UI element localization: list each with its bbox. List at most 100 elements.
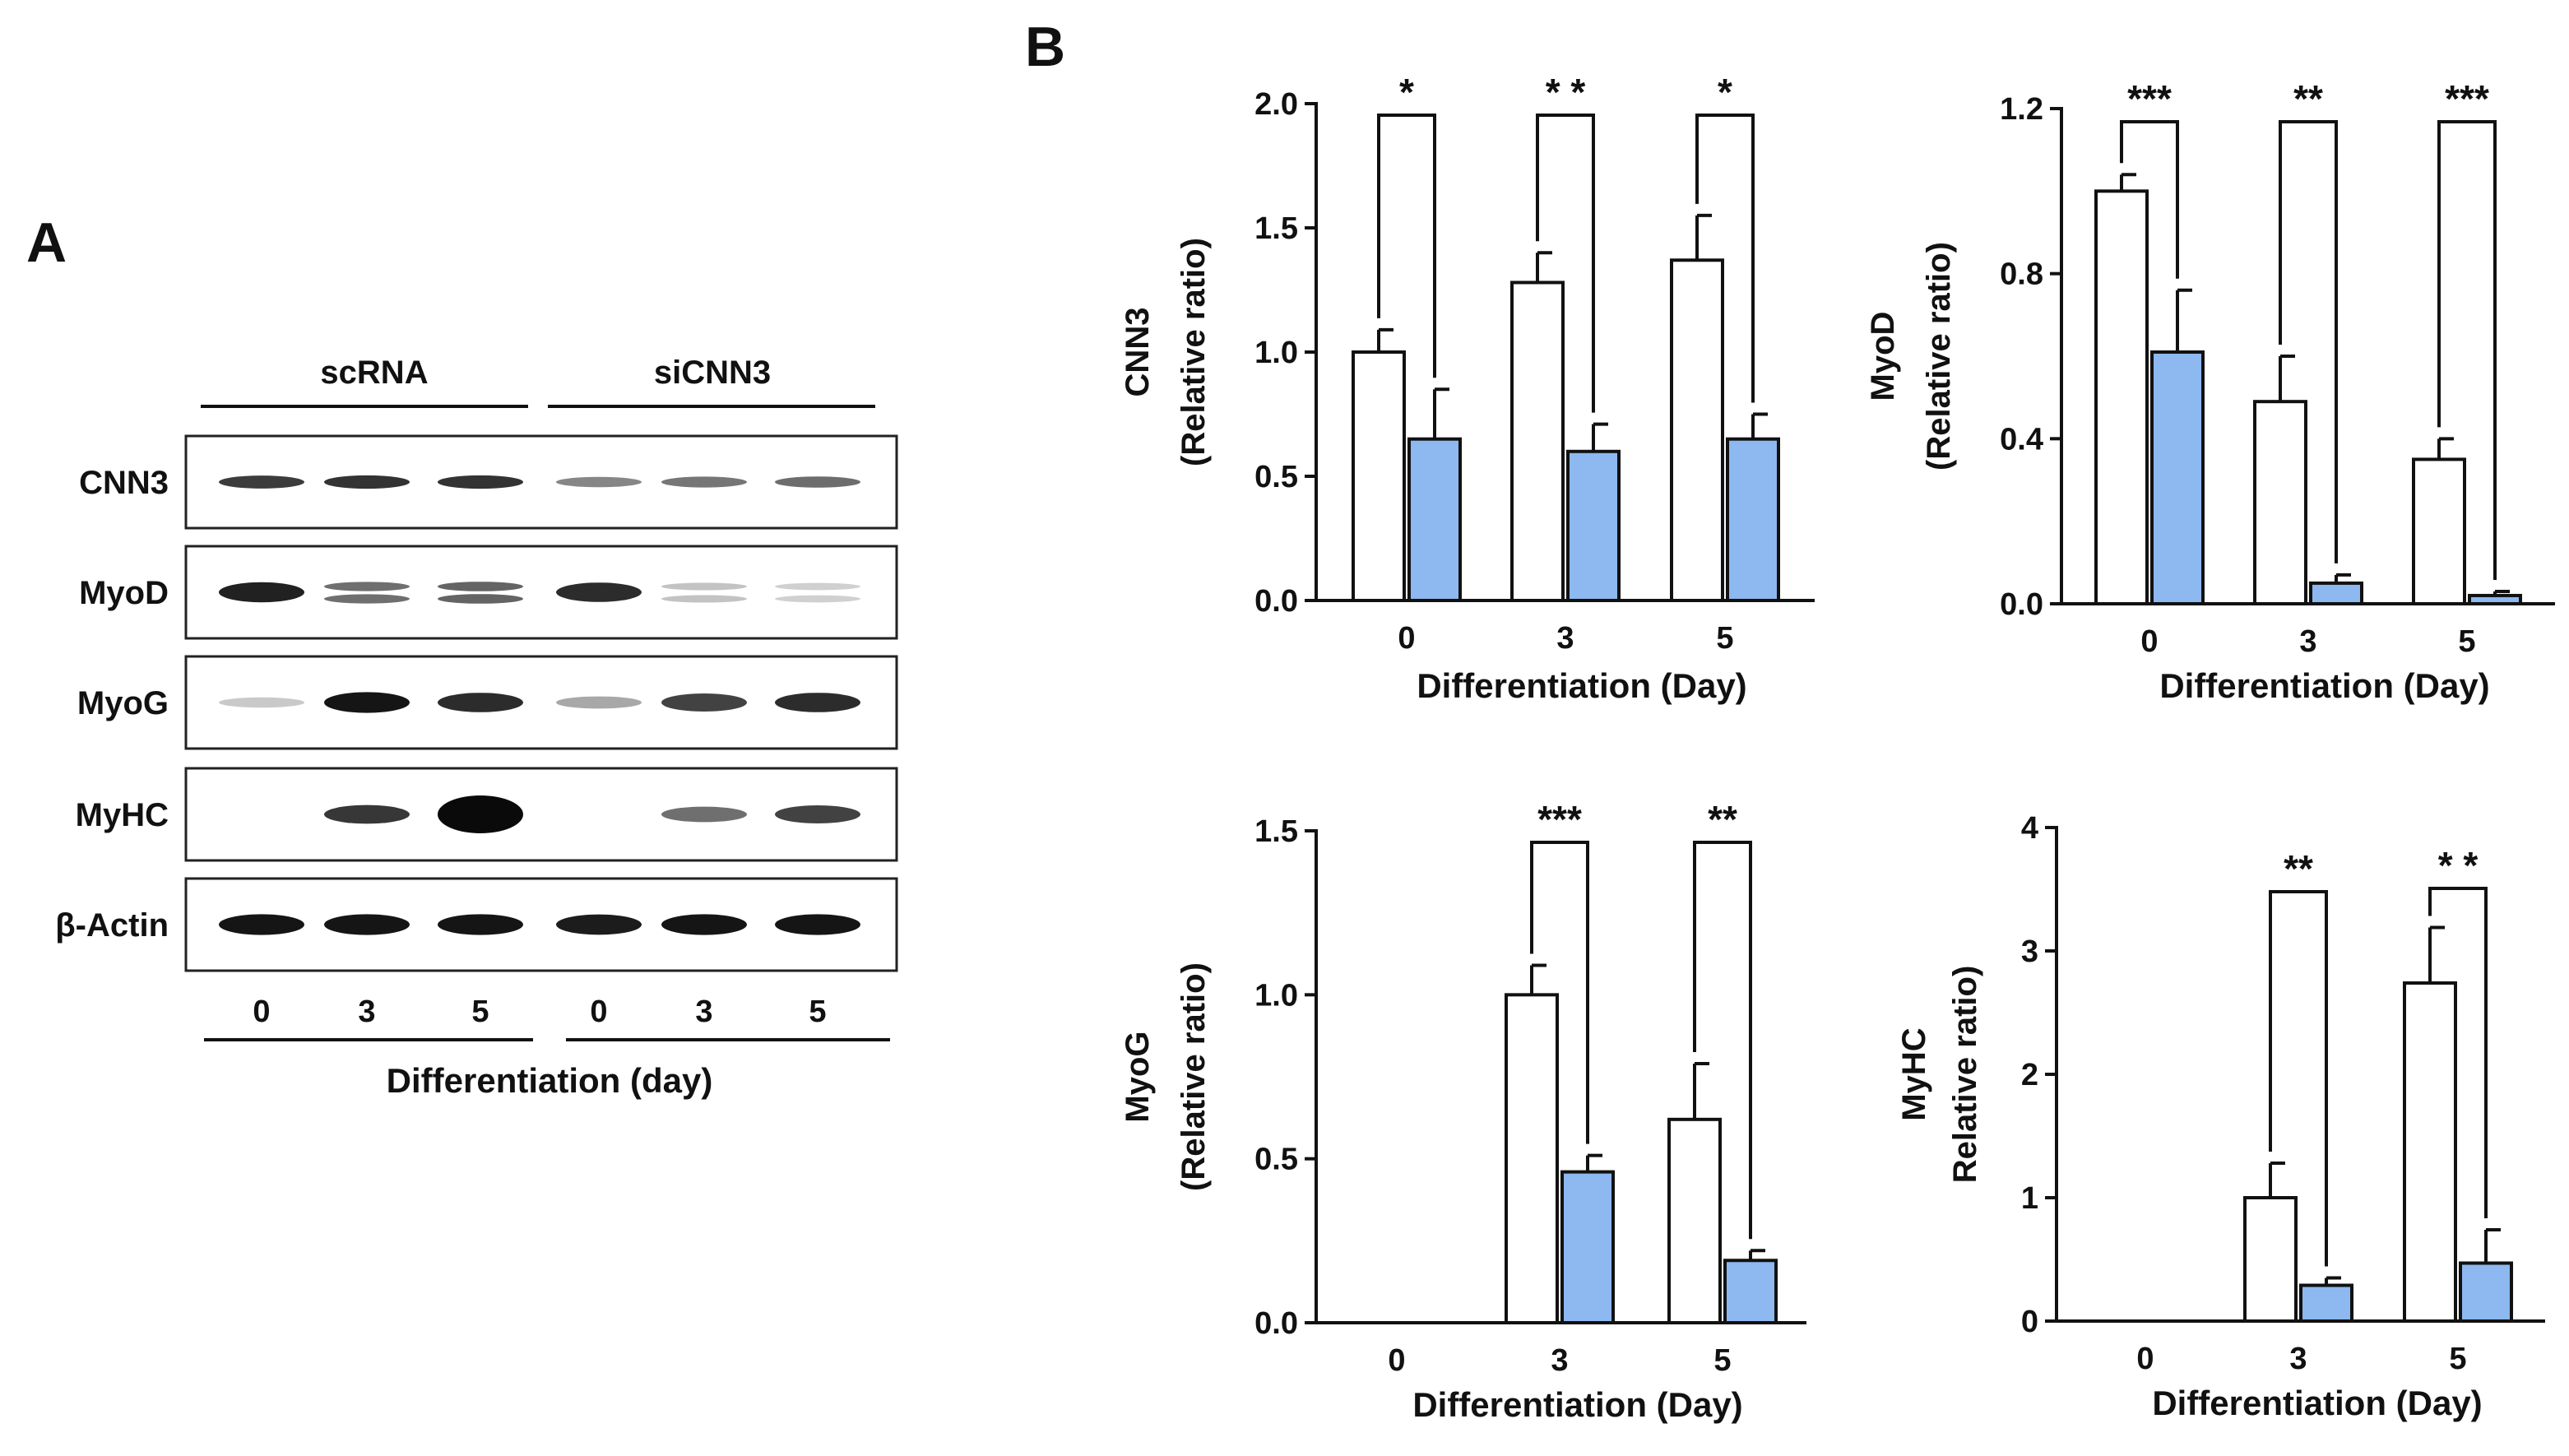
y-tick-label: 0 <box>2021 1305 2038 1339</box>
significance-bracket <box>2120 120 2179 279</box>
y-axis-label: (Relative ratio) <box>1921 242 1957 471</box>
x-tick-label: 5 <box>2449 1342 2466 1376</box>
significance-label: ** <box>1708 798 1737 841</box>
chart-cnn3: 0.0 0.5 1.0 1.5 2.0 CNN3 (Relative ratio) 0 * 3 * … <box>1120 71 1815 705</box>
blot-band <box>775 582 860 591</box>
x-axis-label: Differentiation (Day) <box>2159 666 2489 705</box>
significance-label: ** <box>2293 77 2323 120</box>
y-tick-label: 0.0 <box>2000 587 2043 622</box>
blot-band <box>324 582 410 591</box>
significance-bracket <box>1695 114 1755 403</box>
blot-band <box>324 475 410 489</box>
blot-band <box>661 595 747 603</box>
panel-a-xlabel: Differentiation (day) <box>387 1061 713 1100</box>
blot-row: β-Actin <box>55 877 898 972</box>
group-label-sicnn3: siCNN3 <box>654 355 771 391</box>
x-tick-label: 5 <box>1713 1343 1731 1378</box>
bar <box>1566 449 1621 602</box>
bar <box>2403 981 2457 1323</box>
blot-band <box>661 476 747 488</box>
blot-band <box>438 795 523 833</box>
lane-labels: 0 3 5 0 3 5 <box>253 995 826 1029</box>
y-axis-label: MyoG <box>1120 1031 1156 1122</box>
chart-myhc: 0 1 2 3 4 MyHC Relative ratio) 0 3 ** 5 * * Differen… <box>1896 811 2545 1422</box>
significance-label: *** <box>2445 77 2489 120</box>
y-axis-label: MyHC <box>1896 1027 1932 1120</box>
x-tick-label: 0 <box>2140 624 2158 659</box>
significance-bracket <box>1530 841 1589 1144</box>
y-axis-label: CNN3 <box>1120 308 1156 397</box>
y-tick-label: 0.8 <box>2000 257 2043 292</box>
x-tick-label: 5 <box>1716 621 1733 656</box>
bar <box>1352 350 1406 602</box>
bar <box>1667 1117 1722 1324</box>
y-tick-label: 0.0 <box>1254 1306 1298 1341</box>
significance-bracket <box>2437 120 2497 580</box>
bar <box>2150 350 2205 605</box>
y-axis-label: (Relative ratio) <box>1176 238 1212 466</box>
bar <box>2253 400 2307 605</box>
bar <box>1726 437 1780 603</box>
x-tick-label: 3 <box>2289 1342 2307 1376</box>
bar <box>2412 457 2466 606</box>
panel-b-letter: B <box>1025 16 1065 78</box>
blot-row-label: MyoD <box>79 575 169 611</box>
bar <box>2243 1196 2298 1323</box>
bar <box>1560 1170 1615 1324</box>
x-tick-label: 5 <box>2458 624 2475 659</box>
blot-row-label: MyoG <box>77 685 169 721</box>
x-axis-label: Differentiation (Day) <box>1417 666 1746 705</box>
y-tick-label: 0.0 <box>1254 584 1298 619</box>
x-tick-label: 3 <box>1551 1343 1568 1378</box>
bar <box>2299 1283 2353 1323</box>
y-tick-label: 2 <box>2021 1058 2038 1092</box>
lane-label: 0 <box>253 995 270 1029</box>
panel-a-western-blot: A scRNA siCNN3 CNN3 MyoD MyoG MyHC β-Actin 0… <box>26 211 898 1100</box>
blot-rows: CNN3 MyoD MyoG MyHC β-Actin <box>55 434 898 972</box>
blot-band <box>324 692 410 713</box>
bar <box>2459 1261 2513 1323</box>
y-axis-label: (Relative ratio) <box>1176 962 1212 1191</box>
bar <box>1723 1259 1778 1324</box>
significance-bracket <box>2428 887 2488 1218</box>
x-tick-label: 0 <box>1398 621 1415 656</box>
blot-band <box>775 805 860 823</box>
significance-label: * * <box>1546 71 1586 114</box>
bar <box>1510 281 1565 602</box>
blot-row: MyoD <box>79 545 898 640</box>
blot-band <box>775 476 860 488</box>
blot-band <box>219 475 304 489</box>
bar <box>2309 581 2363 606</box>
blot-band <box>556 476 642 488</box>
y-axis-label: MyoD <box>1865 312 1901 401</box>
significance-label: * * <box>2438 844 2479 887</box>
blot-band <box>438 693 523 712</box>
blot-row-label: MyHC <box>76 797 169 833</box>
chart-myog: 0.0 0.5 1.0 1.5 MyoG (Relative ratio) 0 3 *** 5 **… <box>1120 798 1806 1424</box>
blot-band <box>219 582 304 603</box>
blot-band <box>556 914 642 935</box>
y-tick-label: 1.5 <box>1254 814 1298 849</box>
blot-band <box>775 693 860 712</box>
bar <box>1670 258 1724 602</box>
blot-band <box>324 594 410 604</box>
blot-row: MyoG <box>77 655 898 750</box>
lane-label: 3 <box>695 995 712 1029</box>
blot-band <box>775 595 860 603</box>
blot-row-label: CNN3 <box>79 465 169 501</box>
blot-band <box>324 805 410 824</box>
bar <box>1407 437 1462 603</box>
lane-label: 5 <box>809 995 826 1029</box>
significance-label: *** <box>2127 77 2172 120</box>
bar <box>2094 189 2149 605</box>
significance-bracket <box>1536 114 1595 413</box>
y-axis-label: Relative ratio) <box>1947 966 1983 1184</box>
significance-label: *** <box>1537 798 1582 841</box>
blot-row-label: β-Actin <box>55 907 169 944</box>
significance-bracket <box>1377 114 1436 378</box>
significance-bracket <box>2279 120 2338 563</box>
y-tick-label: 1.2 <box>2000 92 2043 127</box>
chart-myod: 0.0 0.4 0.8 1.2 MyoD (Relative ratio) 0 *** 3 ** 5… <box>1865 77 2555 705</box>
y-tick-label: 1.0 <box>1254 978 1298 1013</box>
significance-bracket <box>2269 890 2328 1267</box>
